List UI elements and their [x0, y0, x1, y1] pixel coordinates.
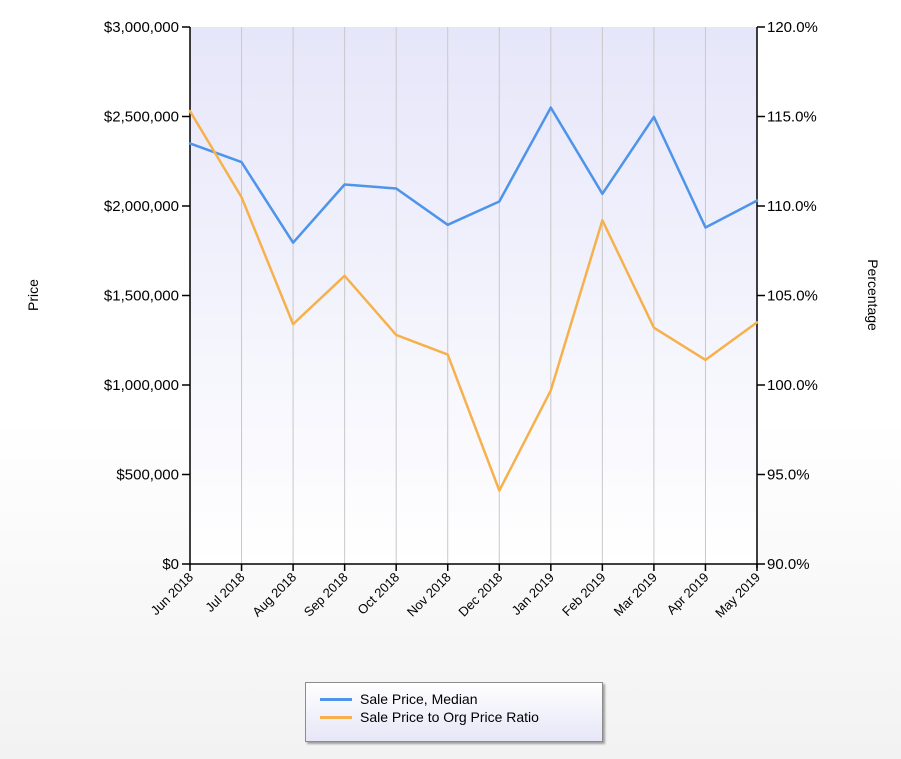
- y2-tick-label: 105.0%: [767, 288, 818, 305]
- legend-swatch-ratio: [320, 715, 352, 719]
- axes: [182, 26, 765, 571]
- legend-label-ratio: Sale Price to Org Price Ratio: [360, 709, 539, 725]
- x-tick-label: Mar 2019: [611, 570, 660, 619]
- x-tick-label: May 2019: [712, 570, 763, 621]
- x-tick-label: Jun 2018: [148, 570, 196, 618]
- x-tick-label: Nov 2018: [404, 570, 454, 620]
- y-tick-label: $3,000,000: [104, 19, 179, 36]
- series-line-median: [188, 106, 759, 244]
- y2-tick-label: 110.0%: [767, 198, 817, 215]
- y2-tick-label: 90.0%: [767, 556, 810, 573]
- y2-tick-label: 120.0%: [767, 19, 818, 36]
- y2-axis-title: Percentage: [865, 259, 881, 331]
- x-tick-label: Sep 2018: [301, 570, 351, 620]
- x-tick-label: Jul 2018: [202, 570, 247, 615]
- x-tick-label: Oct 2018: [354, 570, 402, 618]
- x-tick-label: Jan 2019: [509, 570, 557, 618]
- legend-swatch-median: [320, 697, 352, 701]
- y-tick-label: $1,500,000: [104, 288, 179, 305]
- x-tick-label: Feb 2019: [559, 570, 608, 619]
- x-tick-label: Aug 2018: [249, 570, 299, 620]
- legend: Sale Price, Median Sale Price to Org Pri…: [305, 682, 603, 742]
- y2-tick-label: 100.0%: [767, 377, 818, 394]
- legend-label-median: Sale Price, Median: [360, 691, 478, 707]
- x-tick-label: Apr 2019: [664, 570, 712, 618]
- y2-tick-label: 115.0%: [767, 109, 817, 126]
- y-tick-label: $2,500,000: [104, 109, 179, 126]
- y-tick-label: $1,000,000: [104, 377, 179, 394]
- y-tick-label: $2,000,000: [104, 198, 179, 215]
- legend-item-ratio: Sale Price to Org Price Ratio: [320, 708, 602, 726]
- series-line-ratio: [188, 109, 759, 492]
- x-tick-label: Dec 2018: [455, 570, 505, 620]
- y-axis-title: Price: [25, 279, 41, 311]
- y-tick-label: $0: [162, 556, 179, 573]
- plot-area: [190, 27, 757, 564]
- y2-tick-label: 95.0%: [767, 467, 810, 484]
- y-tick-label: $500,000: [116, 467, 179, 484]
- legend-item-median: Sale Price, Median: [320, 690, 602, 708]
- series-lines: [188, 106, 759, 492]
- gridlines: [241, 27, 706, 564]
